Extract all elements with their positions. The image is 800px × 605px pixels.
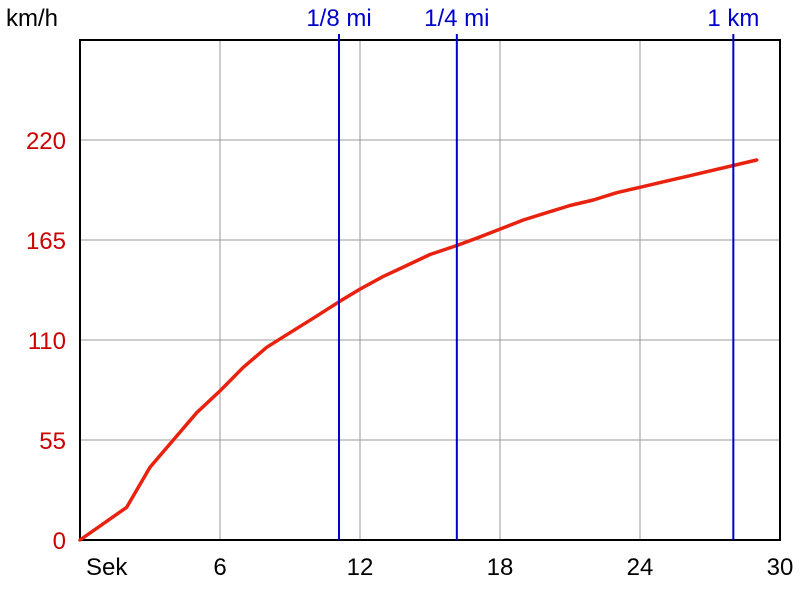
distance-marker-label: 1/4 mi	[424, 5, 489, 32]
x-tick-label: 6	[213, 554, 226, 581]
speed-series-line	[78, 158, 759, 542]
x-tick-label: 24	[627, 554, 654, 581]
x-tick-label: 12	[347, 554, 374, 581]
y-tick-label: 55	[39, 428, 66, 455]
y-tick-label: 0	[53, 528, 66, 555]
tick-labels: 0 55 110 165 220 6 12 18 24 30	[26, 128, 793, 581]
y-tick-label: 165	[26, 228, 66, 255]
x-tick-label: 30	[767, 554, 794, 581]
y-tick-label: 110	[28, 328, 66, 355]
x-axis-label: Sek	[86, 554, 128, 581]
plot-frame	[79, 39, 781, 541]
distance-markers: 1/8 mi 1/4 mi 1 km	[306, 5, 759, 540]
distance-marker-label: 1 km	[707, 5, 759, 32]
x-tick-label: 18	[487, 554, 514, 581]
series-layer	[78, 158, 759, 542]
plot-border	[79, 39, 781, 541]
y-tick-label: 220	[26, 128, 66, 155]
y-axis-label: km/h	[6, 5, 58, 32]
grid-layer	[80, 40, 780, 540]
distance-marker-label: 1/8 mi	[306, 5, 371, 32]
